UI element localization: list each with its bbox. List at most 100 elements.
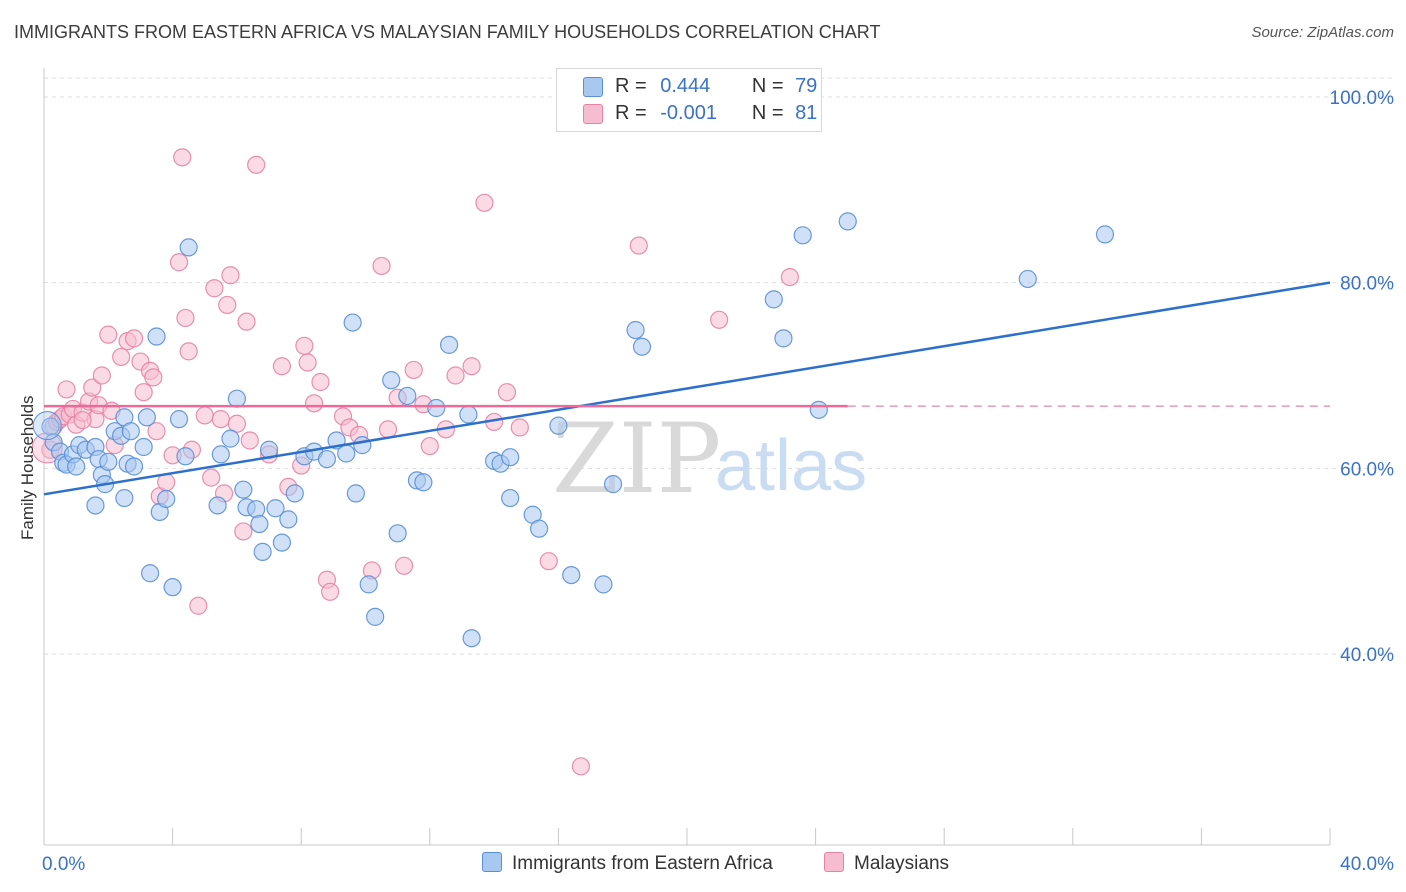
malaysians-point (497, 383, 517, 402)
watermark-atlas: atlas (715, 426, 867, 506)
legend-n-label: N = (751, 75, 784, 97)
eastern-africa-point (1018, 269, 1037, 289)
correlation-legend: R = 0.444 N = 79 R = -0.001 N = 81 (556, 68, 822, 132)
eastern-africa-point (594, 575, 613, 594)
bottom-legend-label-pink: Malaysians (854, 853, 950, 874)
malaysians-point (147, 422, 166, 441)
malaysians-point (378, 420, 398, 439)
bottom-legend-malaysians: Malaysians (824, 852, 949, 875)
eastern-africa-point (366, 607, 385, 626)
eastern-africa-point (343, 313, 362, 332)
eastern-africa-point (169, 410, 189, 429)
malaysians-point (169, 253, 189, 272)
eastern-africa-point (549, 416, 568, 435)
malaysians-point (311, 372, 330, 392)
malaysians-point (295, 336, 314, 355)
malaysians-point (237, 312, 256, 331)
legend-n-value-blue: 79 (795, 75, 818, 97)
eastern-africa-point (626, 320, 645, 340)
eastern-africa-point (234, 480, 253, 499)
malaysians-point (195, 406, 214, 425)
legend-n-value-pink: 81 (795, 102, 818, 124)
y-tick-label: 60.0% (1340, 459, 1394, 480)
eastern-africa-point (562, 565, 581, 585)
x-tick-label: 40.0% (1340, 854, 1394, 875)
bottom-legend-swatch-blue (482, 852, 502, 872)
malaysians-point (629, 236, 648, 255)
malaysians-point (475, 193, 494, 212)
malaysians-point (211, 410, 230, 429)
eastern-africa-point (346, 484, 365, 503)
legend-swatch-pink (583, 104, 603, 124)
bottom-legend-swatch-pink (824, 852, 844, 872)
malaysians-point (298, 353, 317, 372)
eastern-africa-point (137, 408, 156, 427)
eastern-africa-point (603, 475, 623, 494)
malaysians-point (202, 468, 221, 487)
legend-n-label: N = (751, 102, 784, 124)
eastern-africa-point (530, 519, 549, 538)
malaysians-point (112, 347, 131, 367)
eastern-africa-point (501, 488, 520, 508)
malaysians-point (92, 366, 111, 385)
eastern-africa-point (809, 400, 828, 419)
legend-r-label: R = (615, 75, 647, 97)
eastern-africa-point (208, 496, 227, 515)
eastern-africa-point (253, 542, 272, 561)
legend-r-value-blue: 0.444 (660, 75, 711, 97)
malaysians-point (420, 436, 439, 456)
malaysians-point (99, 325, 118, 344)
malaysians-point (124, 329, 144, 348)
y-tick-label: 40.0% (1340, 645, 1394, 666)
eastern-africa-point (121, 422, 140, 441)
malaysians-point (394, 556, 414, 575)
eastern-africa-point (317, 449, 337, 469)
malaysians-point (780, 267, 799, 287)
eastern-africa-point (32, 411, 62, 441)
eastern-africa-point (67, 457, 86, 476)
malaysians-point (221, 266, 240, 285)
malaysians-point (134, 383, 153, 402)
eastern-africa-point (221, 429, 240, 448)
watermark-zip: ZIP (552, 403, 721, 515)
eastern-africa-point (266, 499, 285, 518)
eastern-africa-point (147, 327, 166, 346)
y-axis-label: Family Households (18, 395, 37, 540)
malaysians-point (144, 368, 163, 387)
malaysians-point (321, 582, 340, 601)
malaysians-point (462, 357, 481, 376)
eastern-africa-points (32, 212, 1115, 648)
legend-r-label: R = (615, 102, 647, 124)
y-tick-label: 80.0% (1340, 274, 1394, 295)
eastern-africa-point (382, 371, 401, 390)
malaysians-point (272, 357, 292, 376)
eastern-africa-point (427, 398, 446, 418)
eastern-africa-point (211, 445, 230, 464)
bottom-legend-label-blue: Immigrants from Eastern Africa (512, 853, 773, 874)
malaysians-point (446, 366, 465, 385)
eastern-africa-point (285, 484, 304, 503)
eastern-africa-point (764, 290, 783, 309)
source-label: Source: ZipAtlas.com (1251, 24, 1394, 41)
malaysians-point (173, 148, 192, 167)
bottom-legend-eastern-africa: Immigrants from Eastern Africa (482, 852, 773, 875)
eastern-africa-point (272, 533, 292, 552)
trend-line-eastern-africa (43, 281, 1331, 496)
eastern-africa-point (176, 447, 195, 466)
malaysians-point (710, 310, 729, 329)
eastern-africa-point (134, 437, 153, 457)
malaysians-point (73, 410, 92, 430)
eastern-africa-point (462, 629, 481, 648)
eastern-africa-point (793, 226, 812, 245)
chart-title: IMMIGRANTS FROM EASTERN AFRICA VS MALAYS… (14, 22, 881, 42)
eastern-africa-point (398, 386, 417, 406)
tick-labels: 40.0% 60.0% 80.0% 100.0% 0.0% 40.0% (42, 88, 1394, 875)
eastern-africa-point (439, 335, 459, 354)
grid-lines (44, 77, 1394, 655)
eastern-africa-point (99, 452, 118, 471)
eastern-africa-point (163, 578, 182, 597)
eastern-africa-point (501, 448, 520, 467)
trend-lines (43, 281, 1331, 496)
eastern-africa-point (250, 514, 269, 534)
